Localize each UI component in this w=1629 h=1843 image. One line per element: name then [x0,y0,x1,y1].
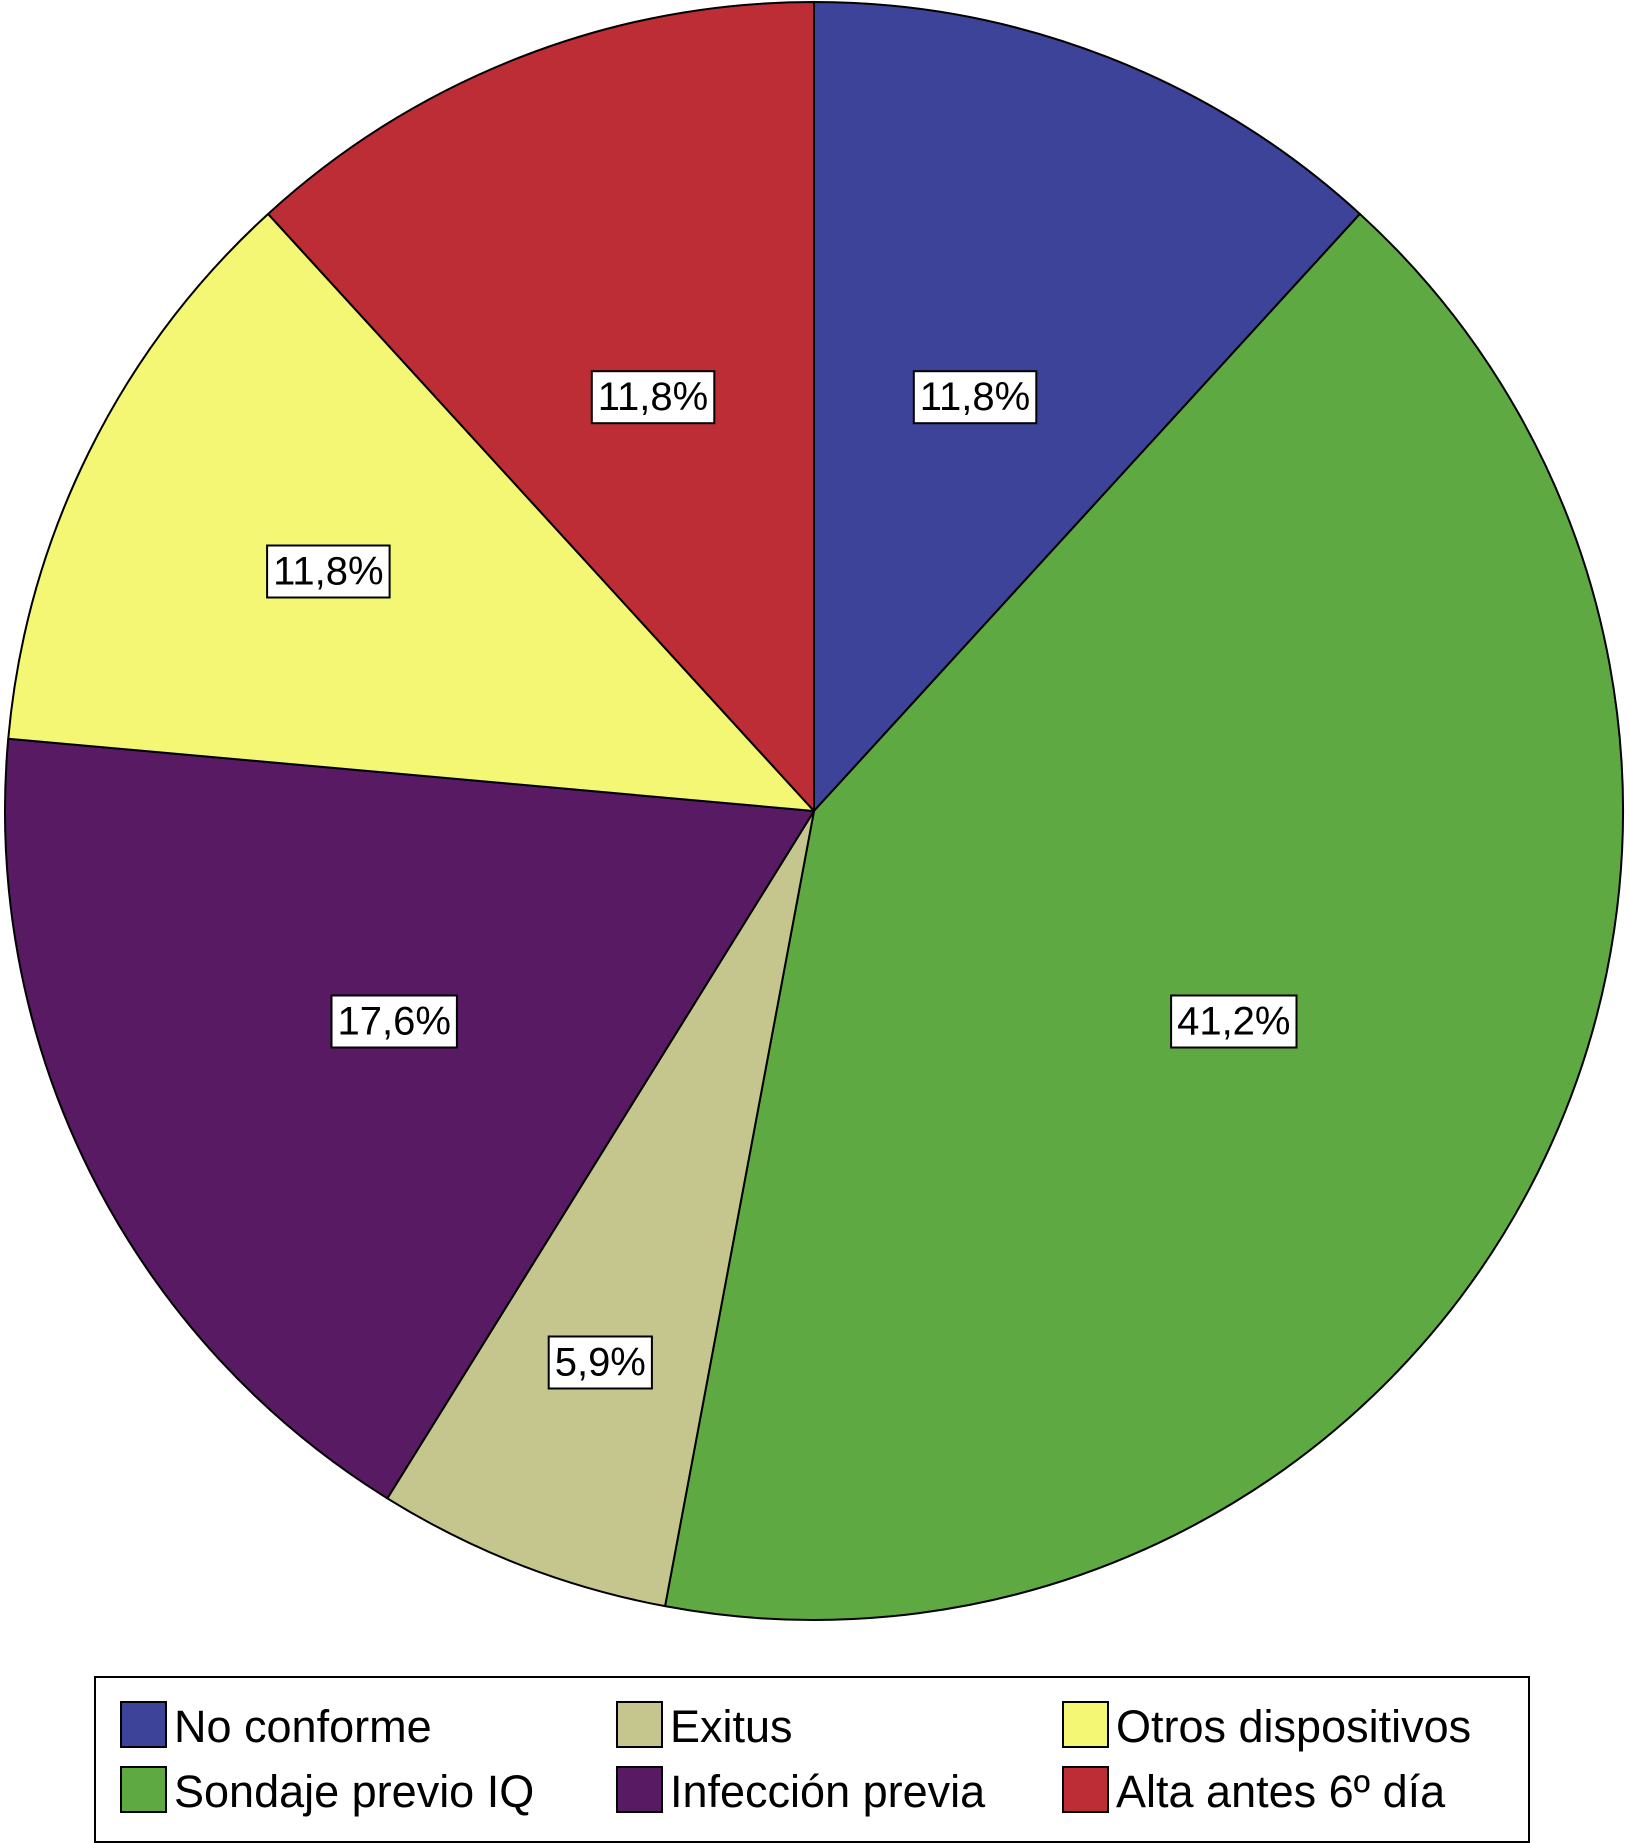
data-label-alta-antes-6-dia: 11,8% [590,370,716,425]
legend-label: Infección previa [670,1766,986,1817]
pie-slice-otros-dispositivos [7,212,815,812]
data-label-box [912,370,1038,425]
legend-label: Exitus [670,1701,793,1752]
legend-item-exitus: Exitus [616,1701,793,1752]
data-label-no-conforme: 11,8% [912,370,1038,425]
pie-slice-no-conforme [813,1,1361,812]
data-label-infeccion-previa: 17,6% [330,994,458,1049]
legend-swatch [120,1701,167,1748]
legend-item-alta-antes-6-dia: Alta antes 6º día [1062,1766,1446,1817]
data-label-box [1170,994,1298,1049]
pie-data-labels: 11,8% 41,2% 5,9% 17,6% 11,8% 11,8% [266,370,1298,1390]
data-label-box [330,994,458,1049]
data-label-box [547,1335,653,1390]
data-label-text: 11,8% [920,375,1030,419]
legend-label: No conforme [174,1701,432,1752]
data-label-exitus: 5,9% [547,1335,653,1390]
legend-swatch [120,1766,167,1813]
data-label-sondaje-previo-iq: 41,2% [1170,994,1298,1049]
legend-items: No conforme Exitus Otros dispositivos Sonda… [120,1701,1471,1817]
data-label-text: 41,2% [1177,1000,1290,1044]
data-label-otros-dispositivos: 11,8% [266,544,391,599]
legend-item-infeccion-previa: Infección previa [616,1766,986,1817]
legend-label: Alta antes 6º día [1116,1766,1446,1817]
legend-item-otros-dispositivos: Otros dispositivos [1062,1701,1471,1752]
legend-label: Sondaje previo IQ [174,1766,534,1817]
data-label-box [590,370,716,425]
legend-item-no-conforme: No conforme [120,1701,432,1752]
pie-slices [3,1,1624,1621]
pie-slice-sondaje-previo-iq [664,212,1624,1621]
legend: No conforme Exitus Otros dispositivos Sonda… [94,1676,1530,1843]
legend-swatch [1062,1766,1109,1813]
pie-slice-exitus [386,810,815,1608]
legend-swatch [1062,1701,1109,1748]
pie-slice-infeccion-previa [3,737,815,1500]
pie-slice-alta-antes-6-dia [267,1,815,812]
legend-item-sondaje-previo-iq: Sondaje previo IQ [120,1766,534,1817]
legend-swatch [616,1701,663,1748]
legend-label: Otros dispositivos [1116,1701,1471,1752]
legend-box [94,1676,1530,1843]
data-label-text: 11,8% [273,550,383,594]
data-label-text: 5,9% [555,1341,646,1385]
data-label-text: 11,8% [598,375,708,419]
data-label-text: 17,6% [337,1000,450,1044]
data-label-box [266,544,391,599]
legend-swatch [616,1766,663,1813]
